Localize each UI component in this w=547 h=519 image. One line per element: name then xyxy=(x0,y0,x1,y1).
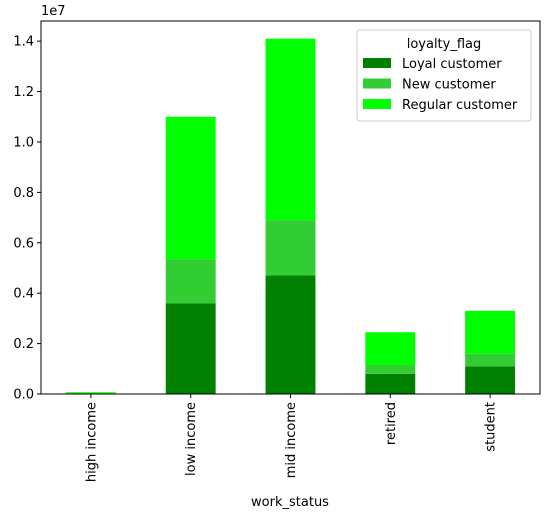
bar-group xyxy=(65,38,516,394)
bar-low-income-series-1 xyxy=(165,259,216,304)
y-tick-label: 0.0 xyxy=(13,388,34,403)
legend: loyalty_flag Loyal customer New customer R… xyxy=(356,29,532,122)
y-tick-label: 1.2 xyxy=(13,85,34,100)
legend-items: Loyal customer New customer Regular custom… xyxy=(363,57,518,113)
legend-label: Loyal customer xyxy=(402,57,502,72)
legend-label: Regular customer xyxy=(402,98,518,113)
x-tick-label: high income xyxy=(84,402,99,482)
legend-swatch xyxy=(363,99,391,109)
legend-box xyxy=(356,29,532,122)
x-tick-label: student xyxy=(484,402,499,452)
x-axis: high income low income mid income retired st… xyxy=(84,394,499,482)
y-tick-label: 0.8 xyxy=(13,186,34,201)
bar-retired-series-0 xyxy=(365,373,416,394)
y-tick-label: 0.4 xyxy=(13,287,34,302)
y-axis: 0.0 0.2 0.4 0.6 0.8 1.0 1.2 1.4 xyxy=(13,35,41,403)
bar-retired-series-2 xyxy=(365,332,416,366)
x-axis-title: work_status xyxy=(251,495,329,510)
x-tick-label: mid income xyxy=(284,402,299,478)
y-tick-label: 1.4 xyxy=(13,35,34,50)
x-tick-label: retired xyxy=(384,402,399,445)
bar-student-series-0 xyxy=(465,366,516,394)
y-tick-label: 0.6 xyxy=(13,236,34,251)
legend-title: loyalty_flag xyxy=(407,37,482,52)
bar-mid-income-series-1 xyxy=(265,220,316,276)
bar-mid-income-series-2 xyxy=(265,38,316,221)
plot-frame xyxy=(40,20,541,395)
y-scale-label: 1e7 xyxy=(41,4,66,19)
bar-high-income-series-2 xyxy=(65,392,116,394)
legend-swatch xyxy=(363,78,391,89)
bar-low-income-series-0 xyxy=(165,303,216,394)
legend-swatch xyxy=(363,58,391,68)
bar-mid-income-series-0 xyxy=(265,275,316,394)
y-tick-label: 1.0 xyxy=(13,135,34,150)
bar-student-series-1 xyxy=(465,353,516,367)
y-tick-label: 0.2 xyxy=(13,337,34,352)
legend-label: New customer xyxy=(402,78,496,93)
bar-retired-series-1 xyxy=(365,365,416,374)
bar-low-income-series-2 xyxy=(165,116,216,260)
bar-student-series-2 xyxy=(465,310,516,354)
x-tick-label: low income xyxy=(184,402,199,476)
